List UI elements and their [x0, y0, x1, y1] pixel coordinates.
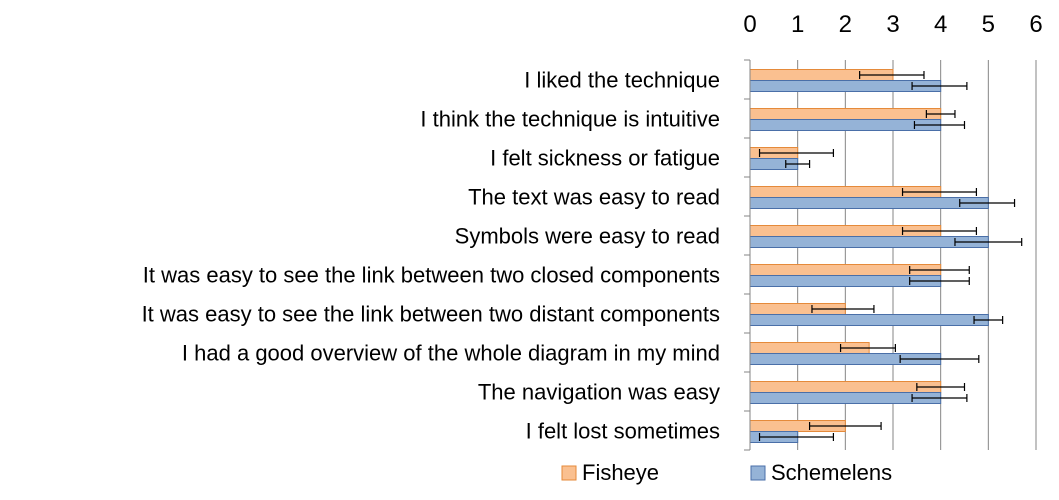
schemelens-bar [749, 314, 989, 326]
x-tick-label: 4 [934, 11, 947, 38]
category-label: Symbols were easy to read [455, 224, 720, 249]
fisheye-bar [749, 108, 942, 120]
schemelens-bar [749, 197, 989, 209]
x-tick-label: 2 [839, 11, 852, 38]
x-tick-label: 6 [1029, 11, 1042, 38]
category-label: It was easy to see the link between two … [143, 263, 720, 288]
category-label: I think the technique is intuitive [420, 107, 720, 132]
x-tick-label: 1 [791, 11, 804, 38]
legend: Fisheye Schemelens [561, 460, 892, 485]
category-label: I had a good overview of the whole diagr… [182, 341, 720, 366]
legend-swatch-schemelens [750, 465, 766, 481]
legend-label-fisheye: Fisheye [582, 460, 659, 485]
category-label: I felt lost sometimes [526, 419, 720, 444]
category-label: The navigation was easy [478, 380, 720, 405]
x-tick-label: 5 [982, 11, 995, 38]
x-tick-label: 3 [886, 11, 899, 38]
category-label: I felt sickness or fatigue [490, 146, 720, 171]
legend-label-schemelens: Schemelens [771, 460, 892, 485]
category-label: It was easy to see the link between two … [142, 302, 720, 327]
schemelens-bar [749, 236, 989, 248]
category-label: The text was easy to read [468, 185, 720, 210]
fisheye-bar [749, 381, 942, 393]
error-bars [758, 71, 1023, 441]
x-tick-label: 0 [743, 11, 756, 38]
legend-swatch-fisheye [561, 465, 577, 481]
axes: 0 1 2 3 4 5 6 [743, 11, 1043, 451]
schemelens-bar [749, 119, 942, 131]
labels: I liked the technique I think the techniq… [142, 68, 720, 444]
category-label: I liked the technique [524, 68, 720, 93]
